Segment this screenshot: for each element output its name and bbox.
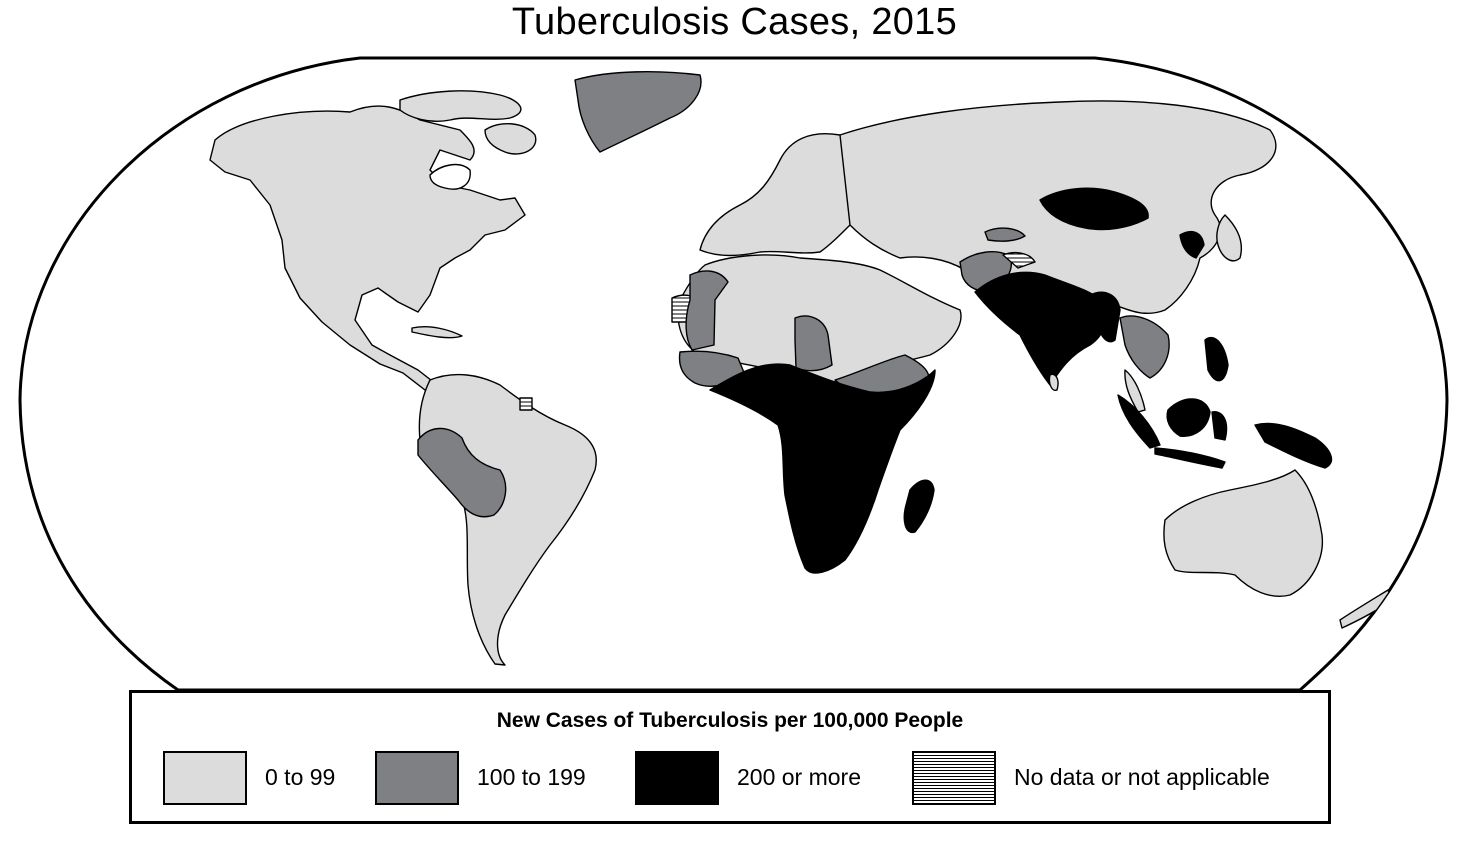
region-french-guiana — [519, 397, 533, 411]
region-java — [1154, 447, 1226, 469]
legend-label-low: 0 to 99 — [265, 764, 336, 790]
region-north-korea — [1179, 230, 1205, 259]
map-legend: New Cases of Tuberculosis per 100,000 Pe… — [129, 690, 1331, 824]
legend-label-high: 200 or more — [737, 764, 862, 790]
region-mauritania — [685, 270, 729, 351]
region-sumatra — [1117, 394, 1161, 449]
region-greenland — [574, 71, 702, 153]
region-japan — [1216, 214, 1242, 262]
region-kyrgyz — [984, 227, 1026, 242]
region-new-guinea — [1254, 422, 1333, 469]
region-madagascar — [903, 479, 935, 534]
region-baffin — [484, 123, 537, 155]
map-title: Tuberculosis Cases, 2015 — [511, 1, 958, 43]
region-sri-lanka — [1048, 373, 1059, 391]
legend-swatch-low — [163, 751, 247, 805]
region-arctic-islands — [399, 90, 522, 122]
legend-label-mid: 100 to 199 — [477, 764, 586, 790]
legend-label-no-data: No data or not applicable — [1014, 764, 1270, 790]
region-india — [974, 271, 1106, 386]
region-indochina — [1119, 315, 1170, 379]
region-borneo — [1166, 398, 1211, 437]
region-philippines — [1204, 337, 1229, 382]
hudson-bay — [429, 163, 471, 190]
region-sulawesi — [1211, 411, 1228, 441]
region-peru-bolivia — [417, 427, 507, 518]
region-subsaharan-africa — [709, 363, 936, 574]
region-caribbean — [411, 326, 463, 339]
region-mongolia — [1039, 187, 1149, 231]
region-hatch-himalaya — [1002, 251, 1036, 269]
legend-swatch-mid — [375, 751, 459, 805]
region-australia — [1163, 469, 1324, 597]
region-malaysia — [1124, 369, 1146, 413]
legend-swatch-no-data — [912, 751, 996, 805]
region-myanmar — [1089, 291, 1121, 343]
legend-title: New Cases of Tuberculosis per 100,000 Pe… — [496, 709, 964, 732]
legend-swatch-high — [635, 751, 719, 805]
